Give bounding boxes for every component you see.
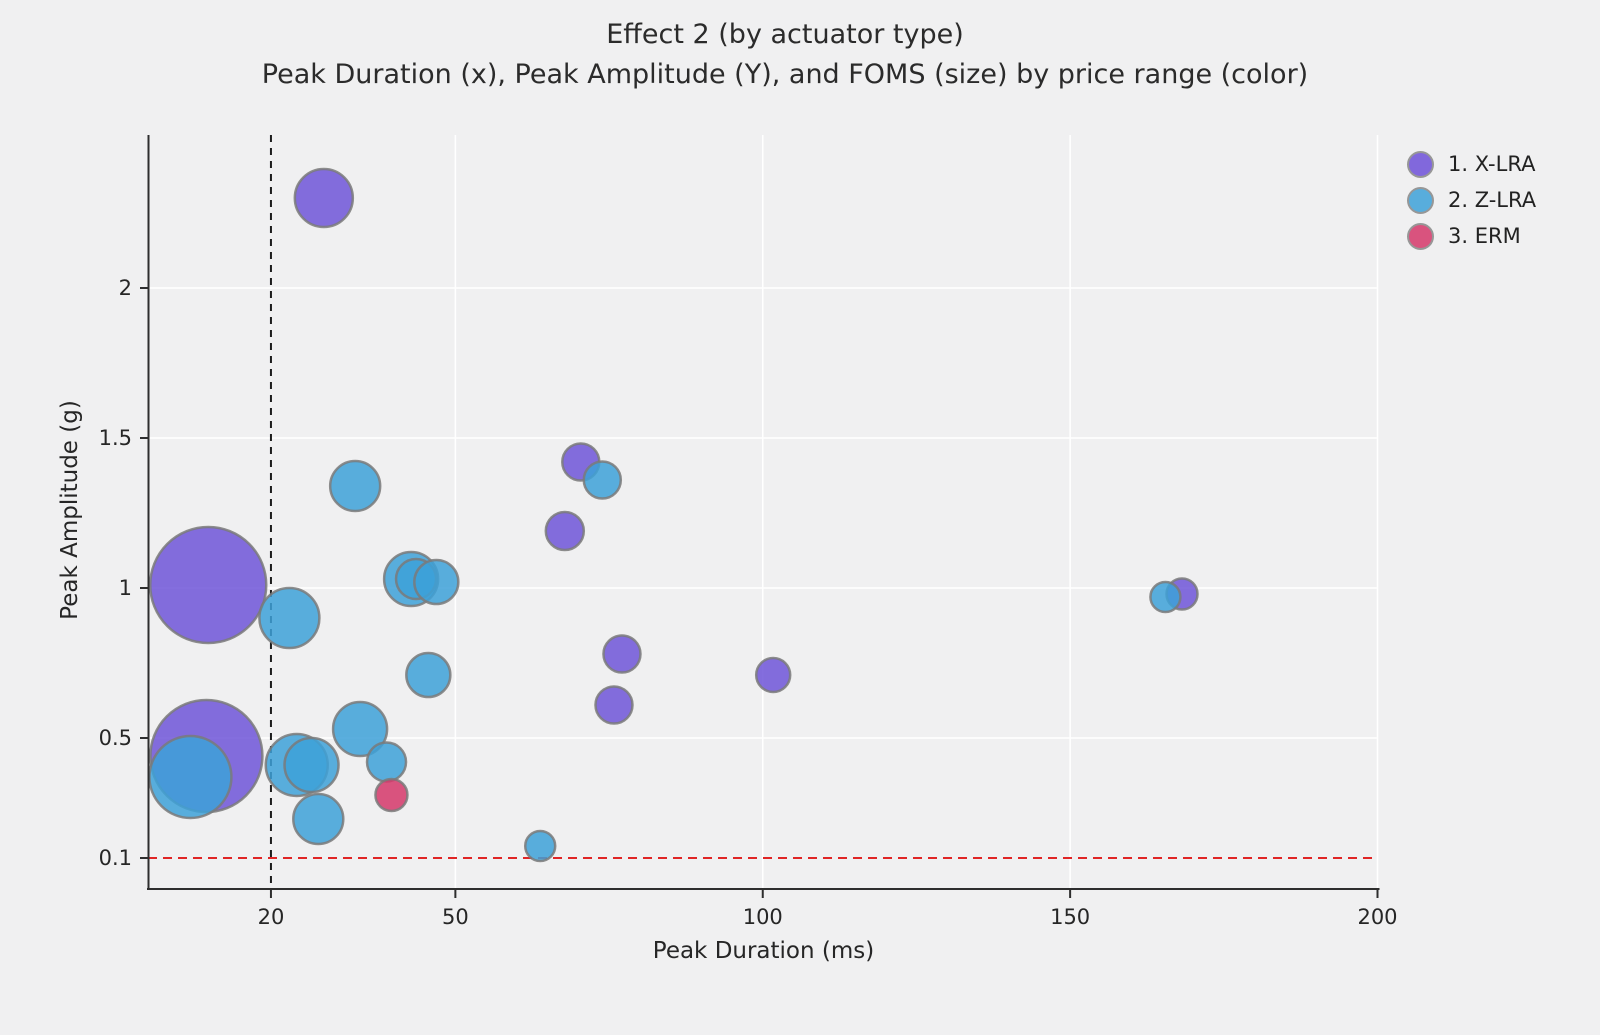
- legend: 1. X-LRA 2. Z-LRA 3. ERM: [1407, 150, 1536, 258]
- legend-item: 1. X-LRA: [1407, 150, 1536, 178]
- bubble: [148, 525, 268, 645]
- x-tick-label: 150: [1050, 905, 1090, 929]
- legend-item: 3. ERM: [1407, 222, 1536, 250]
- x-tick-label: 20: [258, 905, 285, 929]
- legend-label: 2. Z-LRA: [1448, 188, 1537, 212]
- bubble: [293, 167, 355, 229]
- bubble: [258, 586, 321, 650]
- bubble: [602, 634, 642, 674]
- bubble: [283, 736, 340, 794]
- bubble: [582, 460, 623, 500]
- y-tick-label: 0.1: [99, 846, 132, 870]
- legend-label: 3. ERM: [1448, 224, 1521, 248]
- legend-marker-icon: [1407, 186, 1434, 214]
- chart-title: Effect 2 (by actuator type): [606, 19, 964, 50]
- bubble: [374, 777, 409, 813]
- bubble: [544, 510, 586, 552]
- legend-marker-icon: [1407, 222, 1434, 250]
- x-axis-title: Peak Duration (ms): [652, 938, 875, 964]
- y-tick-label: 2: [119, 276, 132, 300]
- legend-item: 2. Z-LRA: [1407, 186, 1536, 214]
- y-tick-label: 0.5: [99, 726, 132, 750]
- bubble: [594, 685, 634, 725]
- bubble: [405, 651, 452, 699]
- x-tick-label: 50: [442, 905, 469, 929]
- y-tick-label: 1: [119, 576, 132, 600]
- y-tick-label: 1.5: [99, 426, 132, 450]
- x-tick-label: 200: [1357, 905, 1397, 929]
- bubble: [365, 741, 408, 783]
- bubble: [328, 459, 382, 513]
- y-axis-title: Peak Amplitude (g): [57, 400, 83, 620]
- bubble: [523, 829, 557, 863]
- legend-label: 1. X-LRA: [1448, 152, 1536, 176]
- bubble: [1149, 580, 1182, 614]
- bubble: [331, 700, 389, 758]
- bubble: [148, 734, 233, 820]
- bubble: [292, 792, 345, 846]
- x-tick-label: 100: [743, 905, 783, 929]
- bubble: [754, 656, 792, 694]
- bubble: [413, 558, 460, 606]
- legend-marker-icon: [1407, 150, 1434, 178]
- chart-subtitle: Peak Duration (x), Peak Amplitude (Y), a…: [261, 59, 1309, 90]
